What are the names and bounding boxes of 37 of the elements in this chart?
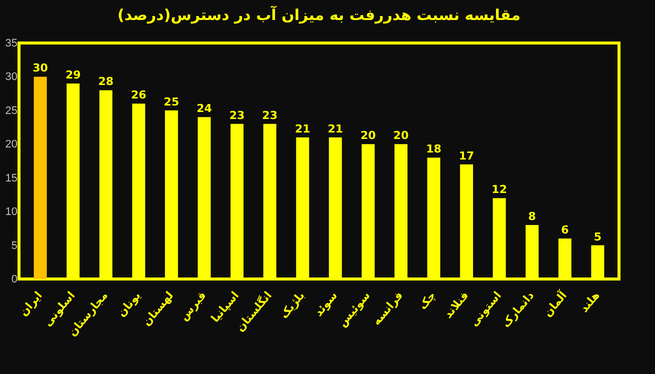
y-tick-label: 15 [5,172,18,184]
data-label: 21 [328,122,344,136]
data-label: 8 [528,210,536,224]
x-tick-label: یونان [114,289,144,320]
x-tick-label: چک [416,289,438,312]
chart-title: مقایسه نسبت هدررفت به میزان آب در دسترس(درصد) [118,5,520,24]
x-tick-label: ایران [17,289,45,319]
x-tick-label: هلند [578,289,602,315]
x-tick-label: بلژیک [277,289,308,321]
x-tick-label: فرانسه [370,289,406,328]
y-tick-label: 25 [5,104,18,117]
data-label: 23 [262,108,278,122]
data-label: 26 [131,88,147,102]
data-label: 5 [594,230,602,244]
y-tick-label: 5 [11,240,18,252]
y-tick-label: 35 [5,38,18,50]
data-label: 12 [492,183,507,196]
data-label: 6 [561,224,570,237]
data-label: 30 [32,62,48,75]
y-tick-label: 30 [5,71,18,84]
y-tick-label: 20 [5,138,18,151]
data-label: 25 [164,95,180,108]
y-tick-label: 10 [5,206,18,218]
data-label: 17 [458,149,474,162]
x-tick-label: قبرس [177,289,209,324]
data-label: 21 [294,122,310,136]
data-label: 23 [229,108,245,122]
data-label: 24 [196,102,212,116]
x-tick-label: اسپانیا [208,289,242,325]
data-label: 20 [393,129,409,142]
y-tick-label: 0 [11,274,18,286]
bar [34,76,47,279]
data-label: 29 [65,68,81,82]
x-tick-label: آلمان [540,288,570,320]
data-label: 28 [98,75,114,88]
data-label: 20 [360,129,376,142]
data-label: 18 [426,142,442,156]
